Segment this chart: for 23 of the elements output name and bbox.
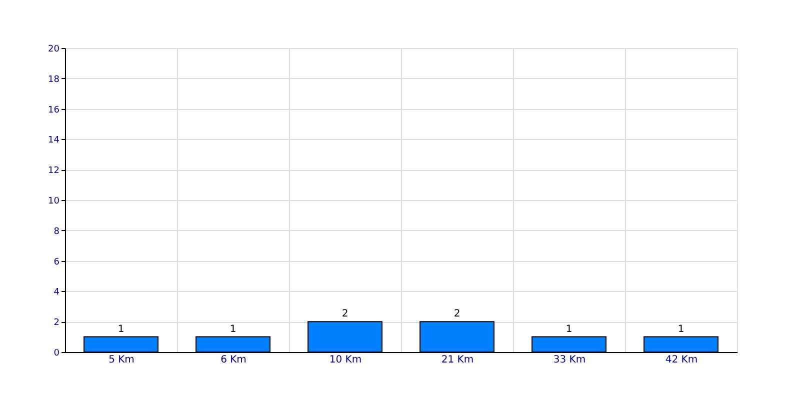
y-tick-label: 6 [54,257,60,268]
y-tick-label: 18 [48,74,60,85]
y-tick-label: 16 [48,105,60,116]
y-tick-label: 20 [48,44,60,54]
data-label: 2 [342,308,348,320]
x-tick-label: 6 Km [220,354,246,366]
x-tick-label: 5 Km [108,354,134,366]
y-tick-label: 2 [54,318,60,328]
x-tick-label: 10 Km [329,354,362,366]
y-tick-label: 12 [48,166,60,176]
data-label: 1 [566,324,572,335]
y-tick-label: 0 [54,348,60,358]
data-label: 2 [454,308,460,320]
y-tick-label: 10 [48,196,60,206]
data-label: 1 [230,324,236,335]
y-tick-label: 8 [54,226,60,237]
y-tick-label: 14 [48,136,60,146]
data-label: 1 [678,324,684,335]
x-tick-label: 21 Km [441,354,474,366]
data-label: 1 [118,324,124,335]
x-tick-label: 33 Km [553,354,586,366]
x-tick-label: 42 Km [665,354,698,366]
y-tick-label: 4 [54,288,60,298]
